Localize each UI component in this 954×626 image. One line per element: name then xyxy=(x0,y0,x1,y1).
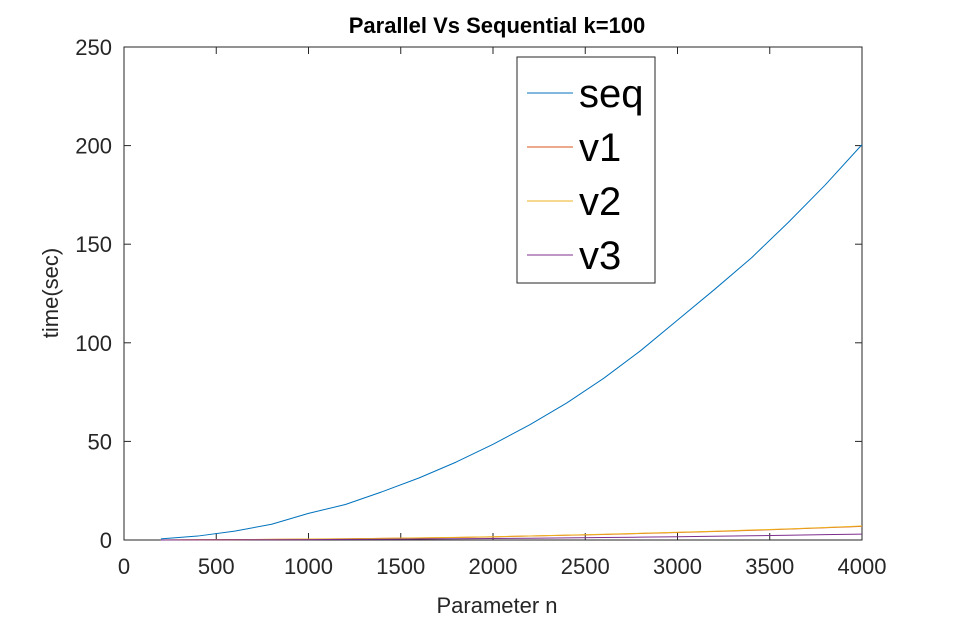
x-tick-label: 2000 xyxy=(469,554,518,579)
x-tick-label: 1000 xyxy=(284,554,333,579)
chart-title: Parallel Vs Sequential k=100 xyxy=(349,13,646,38)
legend-label-seq: seq xyxy=(579,72,644,116)
legend-label-v2: v2 xyxy=(579,180,621,224)
x-tick-label: 4000 xyxy=(838,554,887,579)
y-tick-label: 100 xyxy=(75,331,112,356)
y-axis-label: time(sec) xyxy=(38,248,63,338)
x-tick-label: 2500 xyxy=(561,554,610,579)
x-tick-label: 1500 xyxy=(376,554,425,579)
series-line-seq xyxy=(160,144,863,540)
x-tick-label: 0 xyxy=(118,554,130,579)
legend-label-v1: v1 xyxy=(579,126,621,170)
y-tick-label: 0 xyxy=(100,528,112,553)
x-axis-label: Parameter n xyxy=(436,593,557,618)
y-tick-label: 50 xyxy=(88,429,112,454)
legend-label-v3: v3 xyxy=(579,234,621,278)
legend-box xyxy=(516,56,656,284)
axes: 0 500 1000 1500 2000 2500 3000 3500 4000 0 50 100 15… xyxy=(75,35,886,579)
legend: seq v1 v2 v3 xyxy=(516,56,656,284)
y-tick-label: 200 xyxy=(75,134,112,159)
y-tick-label: 150 xyxy=(75,232,112,257)
y-tick-label: 250 xyxy=(75,35,112,60)
x-tick-label: 3500 xyxy=(745,554,794,579)
series-lines xyxy=(160,144,863,541)
x-tick-label: 500 xyxy=(198,554,235,579)
x-tick-label: 3000 xyxy=(653,554,702,579)
series-line-v3 xyxy=(160,533,863,541)
